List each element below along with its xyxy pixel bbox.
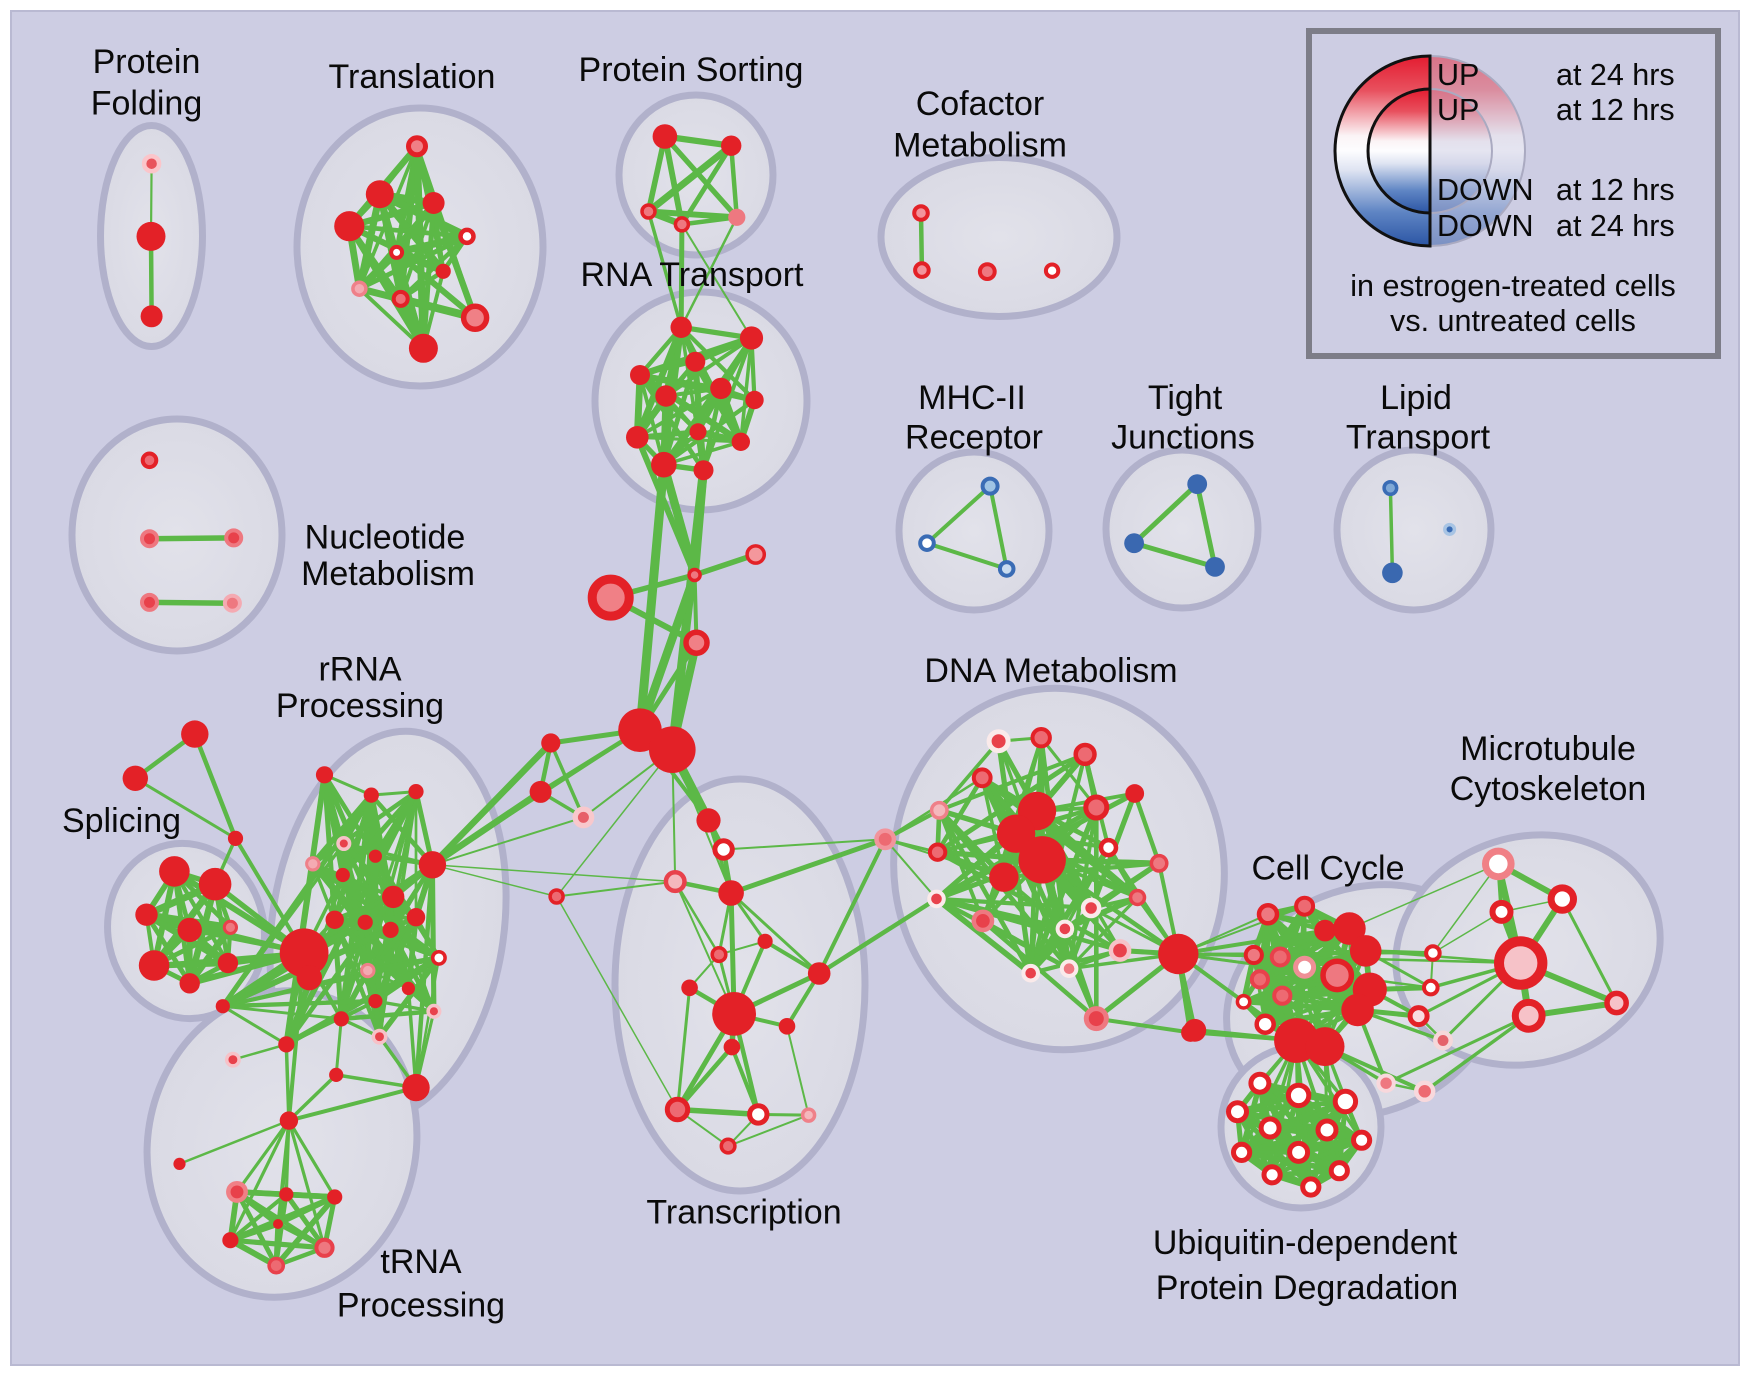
svg-text:Lipid: Lipid (1380, 379, 1452, 417)
svg-text:Splicing: Splicing (62, 802, 181, 840)
svg-text:tRNA: tRNA (380, 1243, 462, 1281)
svg-text:Protein Degradation: Protein Degradation (1156, 1269, 1458, 1307)
svg-text:DOWN: DOWN (1437, 209, 1534, 243)
svg-text:Metabolism: Metabolism (893, 127, 1067, 165)
svg-text:Processing: Processing (337, 1287, 505, 1325)
svg-text:Protein: Protein (93, 43, 201, 81)
svg-text:UP: UP (1437, 93, 1479, 127)
svg-text:Junctions: Junctions (1111, 419, 1255, 457)
svg-text:Ubiquitin-dependent: Ubiquitin-dependent (1153, 1224, 1458, 1262)
svg-text:DOWN: DOWN (1437, 173, 1534, 207)
svg-text:rRNA: rRNA (318, 651, 401, 689)
svg-text:at 24 hrs: at 24 hrs (1556, 58, 1675, 92)
svg-text:Cytoskeleton: Cytoskeleton (1450, 770, 1647, 808)
svg-text:Processing: Processing (276, 687, 444, 725)
svg-text:in estrogen-treated cells: in estrogen-treated cells (1350, 269, 1676, 303)
svg-text:Nucleotide: Nucleotide (305, 519, 466, 557)
svg-text:Cell Cycle: Cell Cycle (1251, 850, 1404, 888)
svg-text:Metabolism: Metabolism (301, 555, 475, 593)
svg-text:Folding: Folding (91, 84, 203, 122)
svg-text:Cofactor: Cofactor (916, 85, 1045, 123)
svg-text:vs. untreated cells: vs. untreated cells (1390, 304, 1636, 338)
svg-text:RNA Transport: RNA Transport (581, 256, 805, 294)
svg-text:Transport: Transport (1346, 419, 1491, 457)
svg-text:at 12 hrs: at 12 hrs (1556, 173, 1675, 207)
svg-text:Protein Sorting: Protein Sorting (579, 51, 804, 89)
svg-text:Transcription: Transcription (646, 1194, 841, 1232)
svg-text:Receptor: Receptor (905, 419, 1043, 457)
svg-text:Tight: Tight (1148, 379, 1223, 417)
svg-text:UP: UP (1437, 58, 1479, 92)
svg-text:at 24 hrs: at 24 hrs (1556, 209, 1675, 243)
svg-text:MHC-II: MHC-II (918, 379, 1026, 417)
svg-text:Microtubule: Microtubule (1460, 730, 1636, 768)
svg-text:at 12 hrs: at 12 hrs (1556, 93, 1675, 127)
svg-text:DNA Metabolism: DNA Metabolism (924, 652, 1177, 690)
svg-text:Translation: Translation (329, 58, 496, 96)
